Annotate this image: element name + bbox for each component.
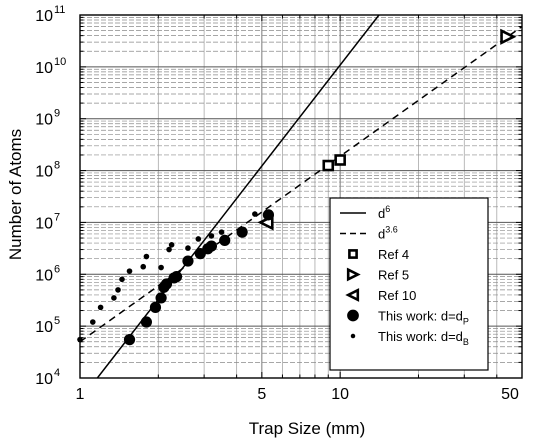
y-tick-label-exponent: 5 — [54, 315, 60, 327]
marker-small-dot — [168, 242, 175, 248]
x-tick-labels: 1 5 10 50 — [76, 386, 519, 403]
y-tick-label: 10 — [35, 371, 53, 388]
marker-small-dot — [111, 295, 117, 301]
marker-large-dot — [236, 226, 248, 238]
legend-label: d6 — [378, 204, 390, 221]
marker-large-dot — [140, 316, 153, 328]
data-points — [77, 28, 517, 346]
marker-small-dot — [166, 246, 172, 253]
marker-small-dot — [350, 333, 356, 339]
y-tick-label: 10 — [35, 164, 53, 181]
marker-large-dot — [155, 292, 167, 304]
legend-box — [329, 197, 489, 371]
marker-large-dot — [219, 234, 231, 247]
legend-label: This work: d=dB — [378, 329, 469, 347]
marker-large-dot — [262, 209, 275, 221]
legend-label: Ref 4 — [378, 247, 409, 262]
y-tick-label-exponent: 11 — [54, 4, 65, 16]
y-tick-label-exponent: 7 — [54, 211, 60, 223]
marker-small-dot — [119, 276, 125, 283]
y-tick-label-exponent: 10 — [54, 56, 66, 68]
marker-small-dot — [90, 319, 96, 325]
x-tick-label: 10 — [331, 386, 349, 403]
y-tick-label-exponent: 8 — [54, 160, 60, 172]
marker-large-dot — [170, 271, 183, 283]
y-axis-label: Number of Atoms — [6, 129, 25, 260]
marker-square — [322, 159, 335, 172]
marker-small-dot — [140, 263, 147, 270]
marker-large-dot — [205, 240, 218, 252]
y-tick-label: 10 — [35, 319, 53, 336]
plot-frame — [79, 14, 523, 379]
marker-small-dot — [185, 245, 191, 251]
legend-label: Ref 5 — [378, 268, 409, 283]
marker-triangle-left — [345, 288, 360, 302]
y-tick-label: 10 — [35, 215, 53, 232]
marker-large-dot — [149, 301, 162, 313]
y-tick-label: 10 — [35, 8, 53, 25]
x-tick-label: 50 — [501, 386, 519, 403]
marker-square — [348, 249, 358, 259]
y-tick-label: 10 — [35, 112, 53, 129]
marker-small-dot — [195, 236, 202, 242]
y-tick-label-exponent: 6 — [54, 263, 60, 275]
marker-small-dot — [158, 264, 164, 271]
fit-line-d3.6 — [80, 25, 522, 343]
marker-small-dot — [126, 268, 133, 274]
marker-triangle-right — [500, 28, 517, 45]
marker-square — [334, 154, 346, 166]
legend: d6 d3.6 Ref 4 Ref 5 Ref 10 This work: d=dP Thi… — [329, 197, 489, 371]
marker-small-dot — [218, 229, 225, 235]
marker-large-dot — [123, 334, 136, 346]
legend-label: This work: d=dP — [378, 309, 469, 327]
marker-large-dot — [347, 309, 359, 322]
marker-small-dot — [115, 287, 121, 293]
y-tick-label: 10 — [35, 60, 53, 77]
marker-small-dot — [143, 253, 150, 260]
marker-small-dot — [97, 304, 104, 311]
marker-small-dot — [252, 211, 258, 217]
marker-triangle-right — [346, 267, 361, 282]
marker-large-dot — [182, 255, 194, 267]
marker-large-dot — [160, 278, 173, 290]
axis-ticks — [79, 15, 523, 379]
legend-label: d3.6 — [378, 225, 398, 242]
x-tick-label: 5 — [257, 386, 266, 403]
y-tick-label-exponent: 9 — [54, 108, 60, 120]
x-tick-label: 1 — [76, 386, 85, 403]
y-tick-label: 10 — [35, 267, 53, 284]
x-axis-label: Trap Size (mm) — [249, 419, 366, 438]
marker-small-dot — [208, 233, 215, 239]
legend-label: Ref 10 — [378, 288, 416, 303]
y-tick-label-exponent: 4 — [54, 367, 60, 379]
